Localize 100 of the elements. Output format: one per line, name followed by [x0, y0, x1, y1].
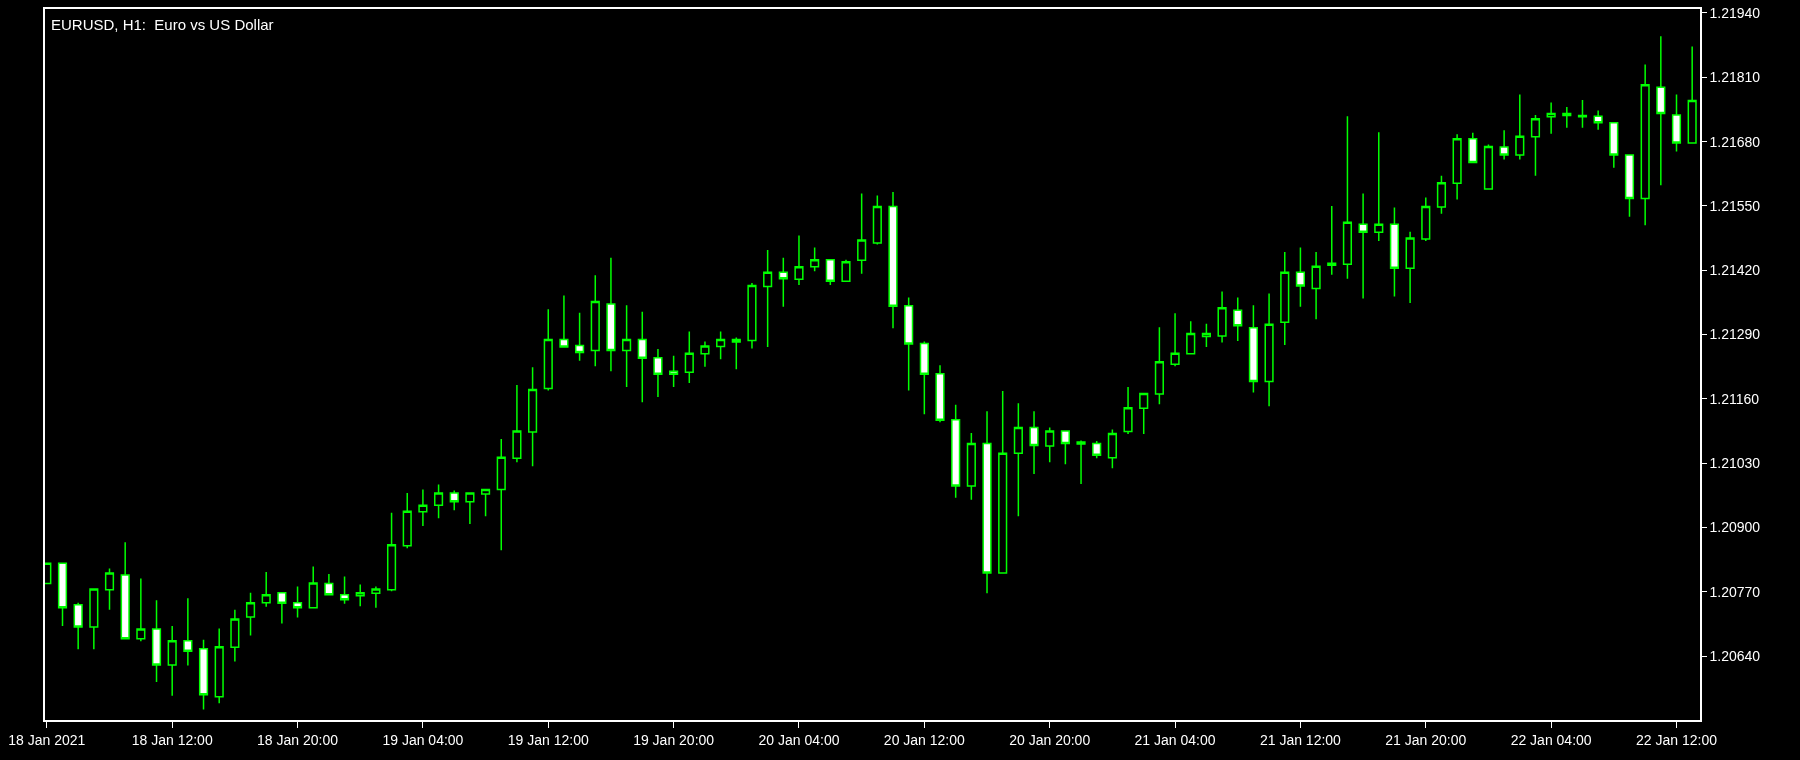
candlestick — [543, 308, 553, 392]
candlestick — [919, 340, 929, 415]
candlestick — [857, 192, 867, 275]
candlestick — [324, 573, 334, 596]
candlestick — [810, 246, 820, 272]
candlestick — [951, 404, 961, 499]
candlestick — [339, 575, 350, 605]
candlestick — [1248, 304, 1258, 394]
candlestick — [1546, 101, 1556, 135]
y-tick-label: 1.21290 — [1709, 326, 1761, 343]
candlestick — [966, 432, 976, 501]
candlestick — [183, 597, 193, 667]
candlestick — [606, 257, 616, 372]
x-tick-label: 22 Jan 12:00 — [1636, 731, 1718, 748]
candlestick — [888, 191, 898, 329]
candlestick — [872, 194, 882, 246]
candlestick — [559, 294, 569, 348]
candlestick — [1327, 205, 1337, 276]
y-tick-label: 1.21680 — [1709, 133, 1761, 150]
candlestick — [308, 565, 318, 609]
candlestick — [716, 330, 726, 361]
y-tick-label: 1.21420 — [1709, 262, 1761, 279]
candlestick — [512, 384, 522, 463]
candlestick — [167, 625, 177, 697]
candlestick — [700, 340, 710, 368]
x-tick-label: 21 Jan 04:00 — [1134, 731, 1216, 748]
candlestick — [386, 511, 397, 593]
candlestick — [794, 234, 804, 286]
candlestick — [1092, 440, 1102, 460]
candlestick — [89, 588, 99, 650]
candlestick — [1530, 114, 1541, 177]
y-tick-label: 1.21810 — [1709, 69, 1761, 86]
candlestick — [214, 627, 224, 704]
candlestick — [245, 592, 256, 637]
candlestick — [1687, 45, 1697, 144]
candlestick — [1264, 292, 1274, 408]
candlestick — [1123, 386, 1133, 435]
candlestick — [747, 282, 757, 350]
candlestick — [669, 355, 679, 388]
candlestick — [622, 304, 632, 388]
y-tick-label: 1.20900 — [1709, 519, 1761, 536]
candlestick — [57, 562, 68, 627]
candlestick — [292, 585, 303, 619]
candlestick — [136, 577, 146, 643]
y-tick-label: 1.21940 — [1709, 4, 1761, 21]
candlestick — [1233, 296, 1243, 342]
candlestick — [73, 601, 83, 650]
candlestick — [825, 259, 835, 286]
candlestick — [904, 296, 914, 392]
candlestick — [1624, 154, 1635, 218]
candlestick — [653, 348, 663, 398]
candlestick — [1405, 230, 1415, 304]
candlestick — [731, 336, 741, 370]
candlestick — [481, 488, 491, 517]
y-tick-label: 1.21030 — [1709, 455, 1761, 472]
x-tick-label: 18 Jan 2021 — [8, 731, 86, 748]
x-tick-label: 19 Jan 20:00 — [633, 731, 715, 748]
candlestick — [1045, 426, 1055, 463]
candlestick — [449, 489, 459, 511]
candlestick — [1186, 320, 1196, 355]
candlestick — [1374, 131, 1384, 242]
candlestick — [277, 592, 287, 625]
candlestick — [1170, 312, 1180, 367]
candlestick — [684, 330, 694, 384]
candlestick — [935, 364, 945, 423]
candlestick — [402, 492, 412, 550]
candlestick — [1389, 206, 1400, 298]
y-tick-label: 1.20640 — [1709, 648, 1761, 665]
x-tick-label: 21 Jan 20:00 — [1385, 731, 1467, 748]
candlestick — [1671, 93, 1682, 153]
candlestick — [841, 259, 851, 282]
candlestick — [1029, 410, 1039, 475]
x-tick-label: 20 Jan 20:00 — [1009, 731, 1091, 748]
candlestick — [1201, 322, 1211, 348]
candlestick — [418, 488, 428, 527]
candlestick — [982, 410, 992, 595]
y-tick-label: 1.21160 — [1709, 390, 1760, 407]
candlestick — [1515, 93, 1525, 161]
y-tick-label: 1.20770 — [1709, 583, 1761, 600]
x-tick-label: 21 Jan 12:00 — [1259, 731, 1342, 748]
candlestick — [1562, 106, 1572, 129]
candlestick — [433, 483, 444, 519]
candlestick — [1311, 251, 1321, 320]
candlestick — [778, 257, 788, 308]
candlestick — [1060, 430, 1070, 465]
candlestick — [1342, 115, 1353, 280]
candlestick — [465, 492, 475, 525]
candlestick — [371, 585, 381, 609]
candlestick — [1280, 251, 1290, 346]
candlestick — [575, 312, 585, 362]
candlestick — [120, 541, 130, 640]
x-tick-label: 20 Jan 04:00 — [758, 731, 840, 748]
candlestick — [1421, 196, 1431, 242]
x-tick-label: 18 Jan 20:00 — [257, 731, 339, 748]
candlestick — [261, 571, 271, 608]
x-tick-label: 22 Jan 04:00 — [1510, 731, 1592, 748]
x-tick-label: 19 Jan 12:00 — [507, 731, 589, 748]
x-tick-label: 19 Jan 04:00 — [382, 731, 464, 748]
candlestick — [1107, 428, 1117, 469]
y-tick-label: 1.21550 — [1709, 197, 1761, 214]
